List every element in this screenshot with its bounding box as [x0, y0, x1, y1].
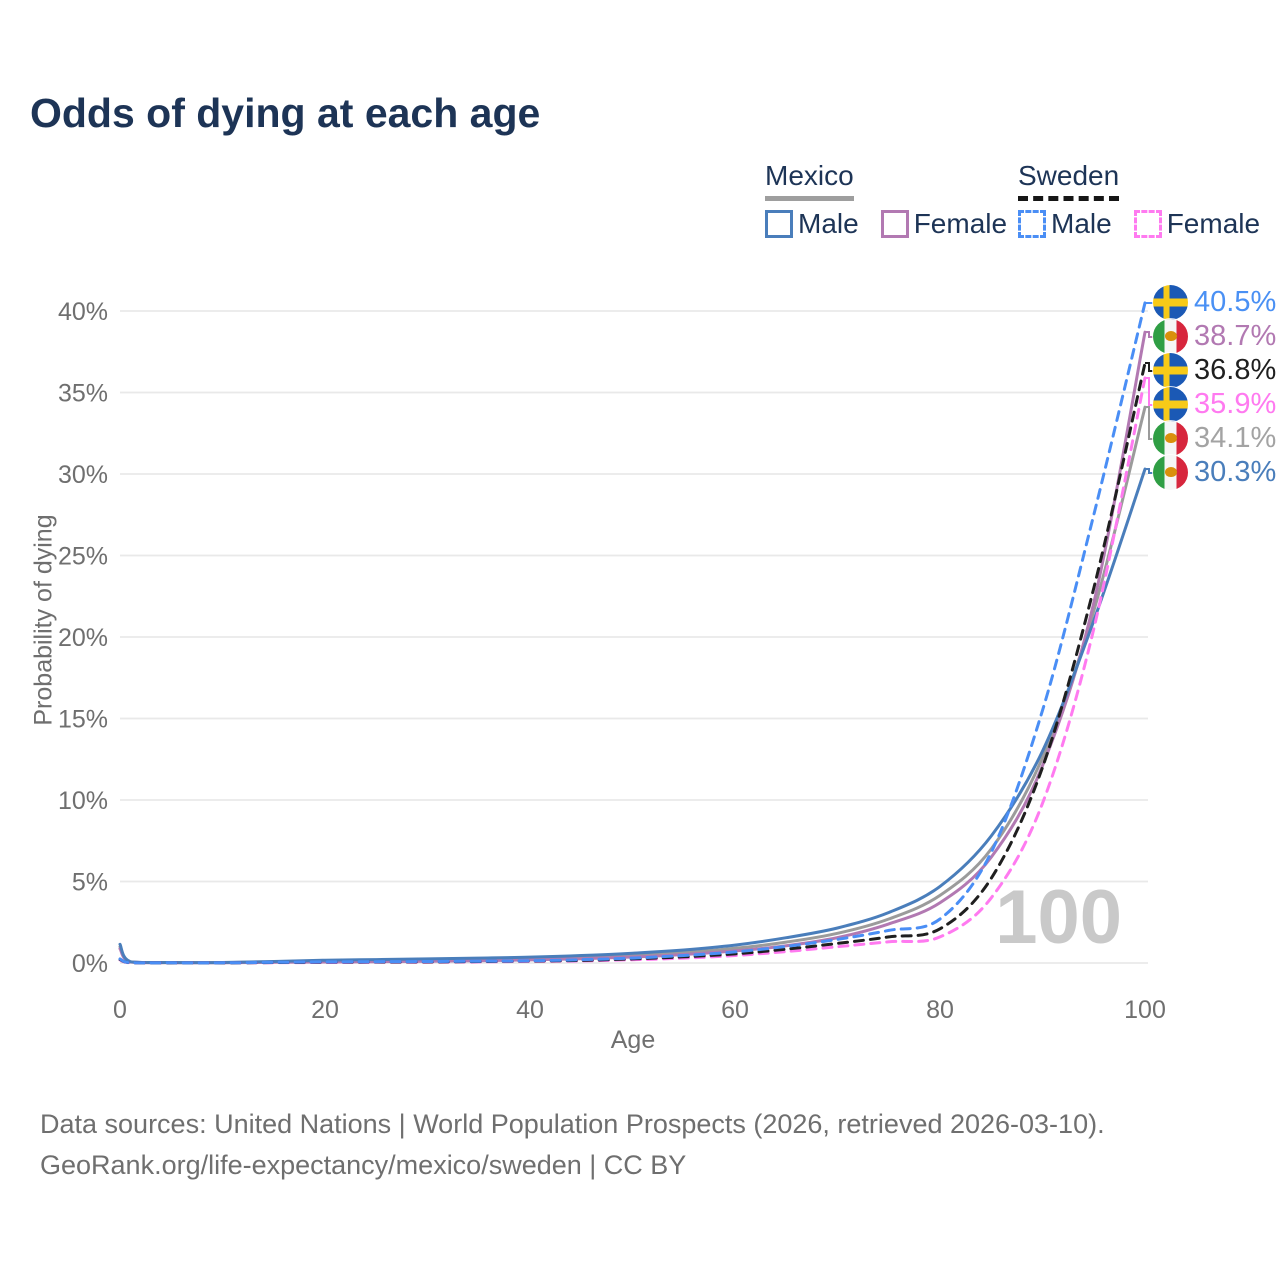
- legend-swatch-sweden-male: [1018, 210, 1046, 238]
- series-line-sweden-female: [118, 376, 1147, 965]
- y-tick-label: 30%: [58, 461, 108, 489]
- x-tick-label: 100: [1124, 996, 1166, 1024]
- end-label-connector: [1145, 377, 1153, 406]
- y-tick-label: 20%: [58, 624, 108, 652]
- end-label-connector: [1145, 362, 1153, 372]
- age-counter-watermark: 100: [995, 875, 1122, 960]
- legend-group-sweden: Sweden Male Female: [1018, 160, 1280, 240]
- y-tick-label: 25%: [58, 543, 108, 571]
- page-title: Odds of dying at each age: [30, 90, 541, 136]
- x-tick-label: 80: [926, 996, 954, 1024]
- footer: Data sources: United Nations | World Pop…: [40, 1104, 1105, 1186]
- legend-row-mexico: Male Female: [765, 208, 1029, 240]
- end-label-connector: [1145, 406, 1153, 440]
- legend-swatch-mexico-male: [765, 210, 793, 238]
- legend-label-mexico-female: Female: [913, 208, 1008, 239]
- series-line-sweden-total: [118, 361, 1147, 965]
- legend-group-mexico: Mexico Male Female: [765, 160, 1029, 240]
- legend-row-sweden: Male Female: [1018, 208, 1280, 240]
- x-tick-label: 0: [113, 996, 127, 1024]
- y-axis-title: Probability of dying: [29, 514, 58, 726]
- legend-country-mexico: Mexico: [765, 160, 854, 201]
- legend-swatch-sweden-female: [1133, 210, 1162, 238]
- end-label-connector: [1145, 331, 1153, 338]
- footer-data-sources: Data sources: United Nations | World Pop…: [40, 1109, 1105, 1139]
- end-label-connector: [1145, 468, 1153, 474]
- y-tick-label: 35%: [58, 380, 108, 408]
- legend-label-sweden-female: Female: [1166, 208, 1261, 239]
- series-line-mexico-female: [118, 330, 1147, 965]
- x-tick-label: 60: [721, 996, 749, 1024]
- y-tick-label: 10%: [58, 787, 108, 815]
- series-line-mexico-male: [118, 467, 1147, 965]
- y-tick-label: 0%: [72, 950, 108, 978]
- legend-swatch-mexico-female: [880, 210, 909, 238]
- x-axis-title: Age: [610, 1026, 656, 1054]
- y-tick-label: 5%: [72, 869, 108, 897]
- footer-source-url: GeoRank.org/life-expectancy/mexico/swede…: [40, 1150, 687, 1180]
- series-line-sweden-male: [118, 301, 1147, 965]
- y-tick-label: 15%: [58, 706, 108, 734]
- legend-country-sweden: Sweden: [1018, 160, 1120, 201]
- y-tick-label: 40%: [58, 298, 108, 326]
- legend-label-mexico-male: Male: [798, 208, 859, 239]
- x-tick-label: 20: [311, 996, 339, 1024]
- x-tick-label: 40: [516, 996, 544, 1024]
- legend-label-sweden-male: Male: [1051, 208, 1112, 239]
